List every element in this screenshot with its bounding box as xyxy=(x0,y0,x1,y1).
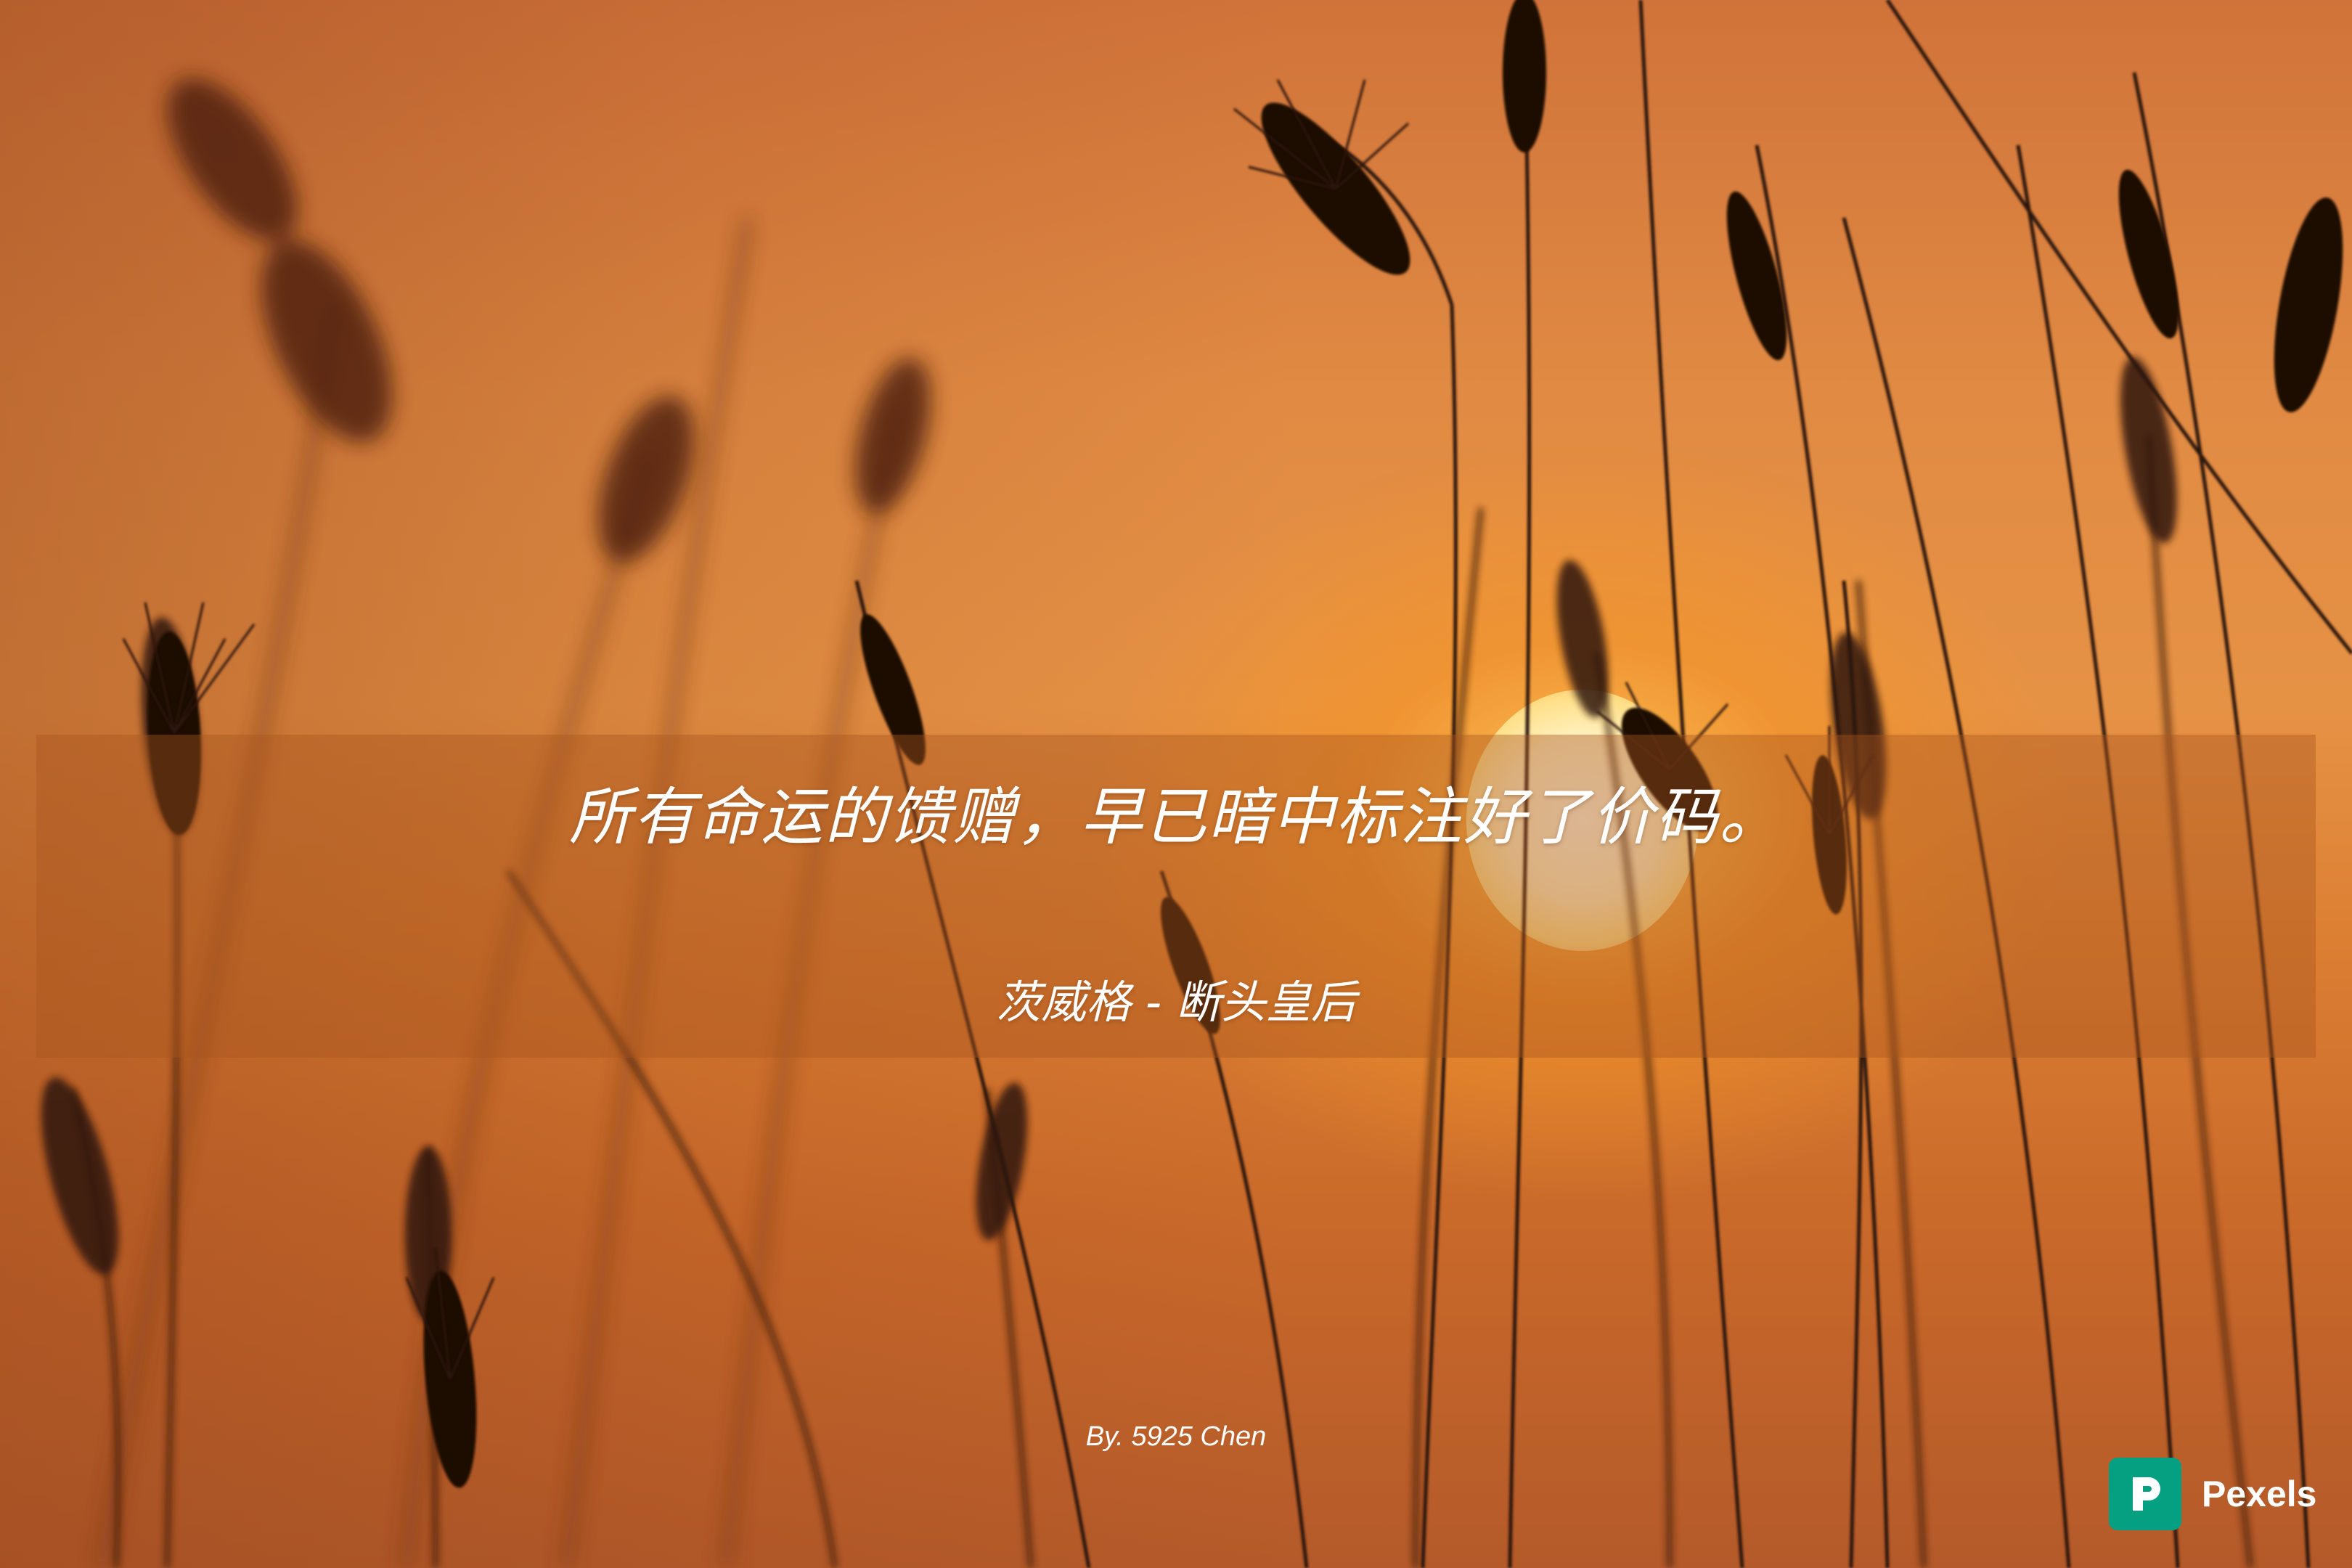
byline: By. 5925 Chen xyxy=(1085,1421,1267,1452)
quote-band xyxy=(36,735,2316,1058)
quote-text: 所有命运的馈赠，早已暗中标注好了价码。 xyxy=(569,781,1783,854)
pexels-logo-icon xyxy=(2109,1458,2181,1530)
pexels-watermark: Pexels xyxy=(2109,1458,2316,1530)
quote-author: 茨威格 - 断头皇后 xyxy=(996,976,1356,1029)
pexels-brand-text: Pexels xyxy=(2202,1474,2317,1514)
